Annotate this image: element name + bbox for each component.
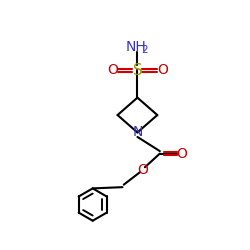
Text: O: O — [107, 63, 118, 77]
Text: S: S — [132, 63, 142, 78]
Text: NH: NH — [126, 40, 146, 54]
Text: N: N — [132, 126, 142, 140]
Text: O: O — [177, 146, 188, 160]
Text: 2: 2 — [141, 45, 148, 55]
Text: O: O — [157, 63, 168, 77]
Text: O: O — [137, 163, 148, 177]
